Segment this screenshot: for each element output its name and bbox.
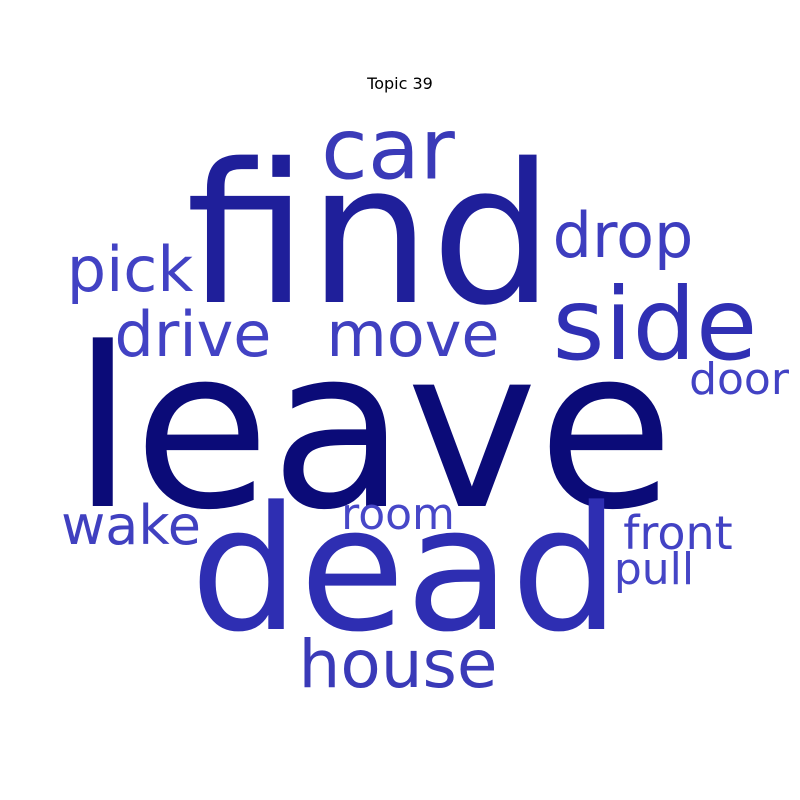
word-drive: drive xyxy=(114,298,272,371)
word-drop: drop xyxy=(552,199,694,272)
word-wake: wake xyxy=(61,494,201,557)
word-leave: leave xyxy=(71,301,675,559)
word-room: room xyxy=(341,489,455,540)
word-house: house xyxy=(298,626,498,703)
word-move: move xyxy=(326,298,500,371)
word-dead: dead xyxy=(190,469,620,670)
word-side: side xyxy=(552,266,758,383)
chart-title: Topic 39 xyxy=(367,74,433,93)
word-car: car xyxy=(321,100,455,200)
word-pull: pull xyxy=(613,544,695,595)
word-door: door xyxy=(689,354,789,405)
word-find: find xyxy=(185,122,555,348)
word-pick: pick xyxy=(66,233,194,306)
word-front: front xyxy=(623,506,733,560)
